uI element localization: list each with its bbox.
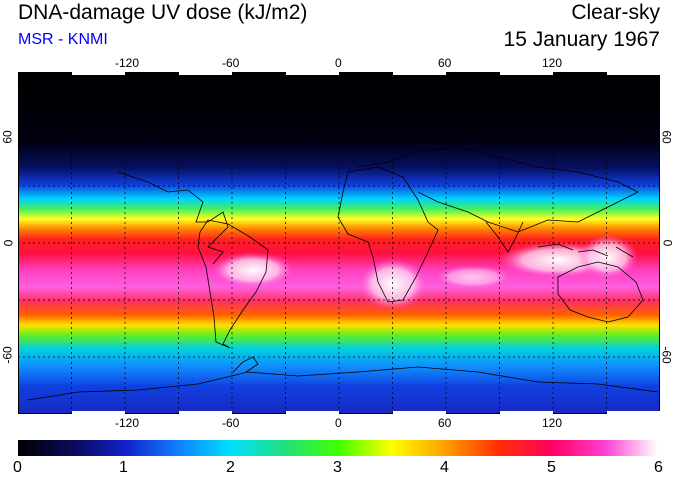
north-america-coast xyxy=(117,171,229,265)
bottom-lon-tick: 60 xyxy=(438,416,452,430)
graticule xyxy=(18,72,660,414)
top-lon-tick: 0 xyxy=(335,56,342,70)
top-lon-tick: 120 xyxy=(542,56,563,70)
colorbar-label: 3 xyxy=(333,459,342,476)
australia-coast xyxy=(557,261,644,323)
bottom-lon-tick: 120 xyxy=(542,416,563,430)
bottom-lon-tick: 0 xyxy=(335,416,342,430)
indonesia-coast xyxy=(537,243,634,258)
high-dose-australia xyxy=(578,235,638,279)
top-lon-tick: -120 xyxy=(115,56,140,70)
uv-dose-map xyxy=(18,72,660,414)
right-lat-tick: 0 xyxy=(660,239,675,247)
colorbar-label: 2 xyxy=(226,459,235,476)
top-lon-tick: -60 xyxy=(222,56,240,70)
colorbar xyxy=(18,440,658,456)
high-dose-south-indian-ocean xyxy=(433,265,513,289)
source-label: MSR - KNMI xyxy=(18,31,108,48)
bottom-lon-tick: -120 xyxy=(115,416,140,430)
eurasia-coast xyxy=(357,146,639,233)
sky-condition-label: Clear-sky xyxy=(571,1,660,24)
india-coast xyxy=(485,221,524,253)
bottom-lon-tick: -60 xyxy=(222,416,240,430)
colorbar-label: 0 xyxy=(13,459,22,476)
top-lon-tick: 60 xyxy=(438,56,452,70)
left-lat-tick: 60 xyxy=(0,130,15,144)
right-lat-tick: 60 xyxy=(659,130,674,144)
right-lat-tick: -60 xyxy=(659,346,674,364)
antarctica-coast xyxy=(27,366,659,401)
colorbar-label: 1 xyxy=(119,459,128,476)
colorbar-label: 6 xyxy=(654,459,663,476)
coastlines xyxy=(27,146,659,401)
frame-ticks xyxy=(72,72,660,414)
high-dose-southern-africa xyxy=(358,258,428,310)
date-label: 15 January 1967 xyxy=(503,28,660,51)
south-america-coast xyxy=(197,219,269,349)
colorbar-label: 5 xyxy=(547,459,556,476)
left-lat-tick: 0 xyxy=(1,239,16,247)
high-dose-south-america xyxy=(211,252,295,288)
left-lat-tick: -60 xyxy=(0,346,15,364)
map-title: DNA-damage UV dose (kJ/m2) xyxy=(18,1,308,24)
uv-dose-map-svg xyxy=(18,72,660,414)
colorbar-label: 4 xyxy=(440,459,449,476)
